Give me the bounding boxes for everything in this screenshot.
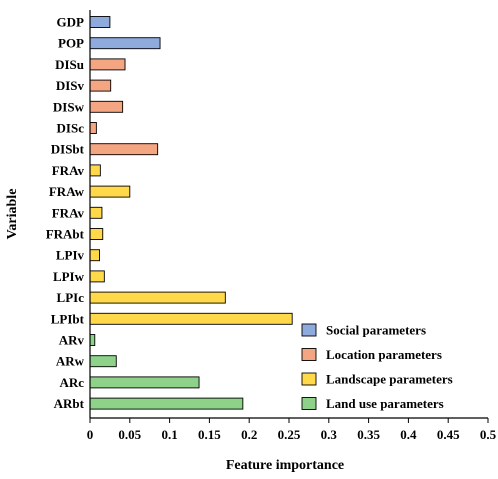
category-label: ARc <box>59 375 84 390</box>
bar-gdp <box>89 16 111 28</box>
legend-swatch <box>301 348 317 361</box>
bar-disv <box>89 79 112 92</box>
x-tick-label: 0.1 <box>161 427 177 442</box>
bar-disw <box>89 100 124 113</box>
category-label: DISw <box>53 99 85 114</box>
category-labels: GDP POP DISu DISv DISw DISc DISbt FRAv FRAw FRAv F… <box>46 15 85 412</box>
bar-disc <box>89 122 97 134</box>
category-label: LPIc <box>57 290 85 305</box>
x-tick-label: 0.2 <box>241 427 257 442</box>
x-tick-label: 0.3 <box>321 427 338 442</box>
x-tick-label: 0 <box>87 427 94 442</box>
category-label: FRAbt <box>46 227 85 242</box>
bar-arw <box>89 355 117 368</box>
bar-lpic <box>89 291 226 304</box>
bar-lpibt <box>89 312 293 325</box>
category-label: FRAv <box>52 163 85 178</box>
category-label: GDP <box>57 15 85 30</box>
category-label: LPIw <box>53 269 85 284</box>
bar-arc <box>89 376 200 389</box>
legend-swatch <box>301 372 317 386</box>
x-tick-label: 0.45 <box>437 427 460 442</box>
legend-entry: Social parameters <box>326 323 426 338</box>
category-label: ARw <box>56 354 85 369</box>
category-label: FRAv <box>52 205 85 220</box>
y-axis-title: Variable <box>5 189 20 240</box>
legend-entry: Landscape parameters <box>326 372 453 387</box>
x-tick-label: 0.25 <box>278 427 301 442</box>
bar-disbt <box>89 143 159 156</box>
legend-swatch <box>301 323 317 337</box>
category-label: DISv <box>56 78 85 93</box>
x-tick-label: 0.35 <box>357 427 380 442</box>
category-label: ARv <box>59 333 85 348</box>
bar-fraw <box>89 185 131 198</box>
bar-frav <box>89 164 101 177</box>
category-label: LPIv <box>56 248 85 263</box>
bar-lpiv <box>89 249 101 262</box>
bar-lpiw <box>89 270 105 283</box>
x-ticks: 0 0.05 0.1 0.15 0.2 0.25 0.3 0.35 0.4 0.45 0.5 <box>87 418 497 442</box>
bar-arbt <box>89 397 244 410</box>
category-label: DISc <box>57 121 85 136</box>
category-label: DISbt <box>51 142 85 157</box>
legend-swatch <box>301 397 317 410</box>
bar-disu <box>89 58 126 71</box>
x-axis-title: Feature importance <box>226 458 344 473</box>
bar-pop <box>89 37 161 50</box>
legend: Social parameters Location parameters Land… <box>301 323 453 411</box>
x-tick-label: 0.15 <box>198 427 221 442</box>
x-tick-label: 0.5 <box>480 427 497 442</box>
bar-arv <box>89 334 96 346</box>
category-label: FRAw <box>49 184 85 199</box>
category-label: DISu <box>55 57 84 72</box>
legend-entry: Location parameters <box>326 347 442 362</box>
category-label: LPIbt <box>51 311 85 326</box>
bars-layer <box>89 16 293 410</box>
legend-entry: Land use parameters <box>326 396 444 411</box>
category-label: ARbt <box>54 396 85 411</box>
category-label: POP <box>58 36 84 51</box>
x-tick-label: 0.4 <box>400 427 417 442</box>
x-tick-label: 0.05 <box>118 427 141 442</box>
bar-frabt <box>89 228 104 240</box>
bar-frav <box>89 206 103 219</box>
